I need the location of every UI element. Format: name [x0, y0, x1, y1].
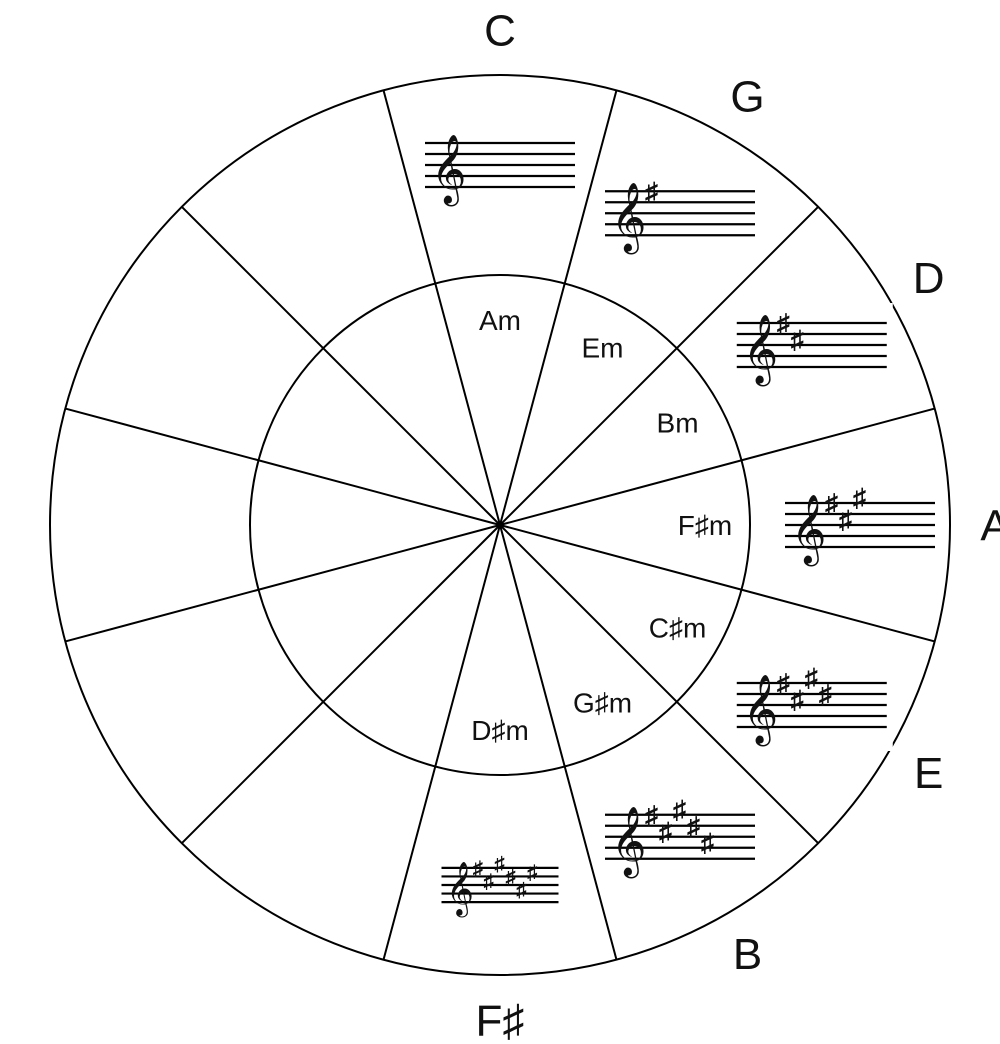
sharp-glyph: ♯: [687, 812, 700, 841]
key-signature-staff: 𝄞♯♯♯: [779, 483, 941, 571]
key-signature-staff: 𝄞♯♯♯♯♯♯: [436, 848, 565, 926]
minor-key-label: Bm: [657, 407, 699, 438]
sharp-glyph: ♯: [516, 879, 526, 901]
treble-clef-icon: 𝄞: [611, 807, 646, 878]
circle-of-fifths: CAm𝄞GEm𝄞♯DBm𝄞♯♯AF♯m𝄞♯♯♯EC♯m𝄞♯♯♯♯BG♯m𝄞♯♯♯…: [0, 0, 1000, 1044]
treble-clef-icon: 𝄞: [791, 495, 826, 566]
major-key-label: B: [733, 930, 762, 979]
minor-key-label: D♯m: [471, 715, 529, 746]
key-signature-staff: 𝄞: [419, 123, 581, 211]
sharp-glyph: ♯: [495, 854, 505, 876]
key-signature-staff: 𝄞♯♯♯♯: [731, 663, 893, 751]
major-key-label: G: [730, 73, 764, 122]
sharp-glyph: ♯: [645, 177, 658, 206]
radial-divider: [65, 409, 500, 525]
major-key-label: A: [980, 501, 1000, 550]
sharp-glyph: ♯: [484, 871, 494, 893]
key-signature-staff: 𝄞♯: [599, 171, 761, 259]
treble-clef-icon: 𝄞: [611, 183, 646, 254]
sharp-glyph: ♯: [505, 867, 515, 889]
sharp-glyph: ♯: [777, 669, 790, 698]
radial-divider: [182, 525, 500, 843]
minor-key-label: C♯m: [649, 612, 707, 643]
minor-key-label: F♯m: [678, 510, 732, 541]
sharp-glyph: ♯: [701, 828, 714, 857]
treble-clef-icon: 𝄞: [743, 315, 778, 386]
sharp-glyph: ♯: [791, 326, 804, 355]
sharp-glyph: ♯: [777, 309, 790, 338]
sharp-glyph: ♯: [805, 664, 818, 693]
minor-key-label: Am: [479, 305, 521, 336]
major-key-label: E: [914, 749, 943, 798]
sharp-glyph: ♯: [791, 686, 804, 715]
major-key-label: C: [484, 6, 516, 55]
treble-clef-icon: 𝄞: [743, 675, 778, 746]
key-signature-staff: 𝄞♯♯♯♯♯: [599, 795, 761, 883]
major-key-label: D: [913, 254, 945, 303]
sharp-glyph: ♯: [853, 484, 866, 513]
sharp-glyph: ♯: [825, 489, 838, 518]
sharp-glyph: ♯: [473, 858, 483, 880]
sharp-glyph: ♯: [645, 801, 658, 830]
radial-divider: [65, 525, 500, 641]
major-key-label: F♯: [476, 996, 525, 1044]
sharp-glyph: ♯: [659, 817, 672, 846]
minor-key-label: G♯m: [573, 687, 632, 718]
minor-key-label: Em: [582, 332, 624, 363]
sharp-glyph: ♯: [839, 506, 852, 535]
sharp-glyph: ♯: [673, 795, 686, 824]
key-signature-staff: 𝄞♯♯: [731, 303, 893, 391]
sharp-glyph: ♯: [527, 862, 537, 884]
treble-clef-icon: 𝄞: [431, 135, 466, 206]
treble-clef-icon: 𝄞: [446, 861, 474, 918]
sharp-glyph: ♯: [819, 680, 832, 709]
radial-divider: [182, 207, 500, 525]
